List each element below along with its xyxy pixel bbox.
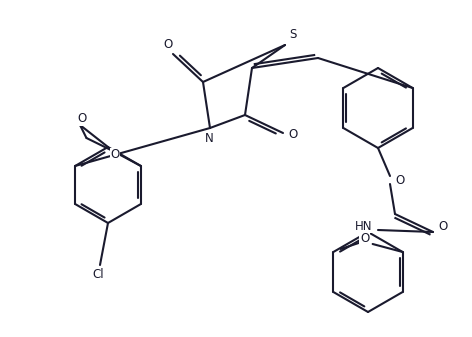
Text: O: O: [163, 37, 173, 51]
Text: O: O: [110, 149, 119, 161]
Text: O: O: [288, 128, 298, 142]
Text: HN: HN: [355, 219, 373, 233]
Text: O: O: [438, 220, 447, 234]
Text: O: O: [360, 233, 369, 245]
Text: O: O: [77, 113, 87, 125]
Text: N: N: [205, 131, 213, 145]
Text: Cl: Cl: [92, 269, 104, 281]
Text: S: S: [289, 29, 297, 41]
Text: O: O: [396, 174, 405, 186]
